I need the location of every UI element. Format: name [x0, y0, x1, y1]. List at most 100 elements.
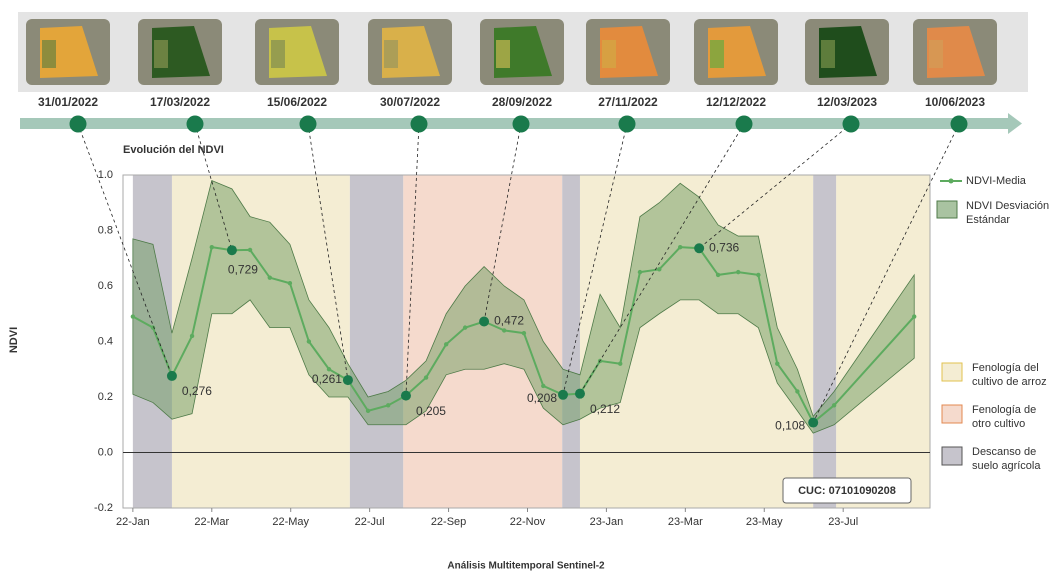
mean-point [678, 244, 683, 250]
snapshot-date: 15/06/2022 [267, 95, 327, 109]
x-tick-label: 22-May [272, 516, 309, 528]
value-label: 0,208 [527, 391, 557, 405]
leader-line [812, 123, 960, 423]
phase-legend-label: Fenología del cultivo de arroz [972, 362, 1047, 388]
mean-point [209, 244, 214, 250]
plot-frame [122, 174, 931, 509]
thumbnail-field [154, 40, 168, 68]
mean-point [715, 272, 721, 278]
mean-point [306, 339, 312, 344]
thumbnails [26, 19, 997, 85]
y-tick-label: 0.0 [98, 446, 113, 458]
mean-point [736, 269, 741, 275]
thumbnail-field [496, 40, 510, 68]
snapshot-point [808, 417, 819, 428]
snapshot-point [166, 370, 177, 381]
value-label: 0,212 [590, 402, 620, 416]
chart-title: Evolución del NDVI [123, 144, 224, 156]
phase-legend-swatch [941, 362, 963, 382]
y-tick-label: 0.8 [98, 224, 113, 236]
snapshot-date: 31/01/2022 [38, 95, 98, 109]
legend-text: Descanso de suelo agrícola [972, 446, 1041, 472]
x-axis-label: Análisis Multitemporal Sentinel-2 [447, 561, 605, 571]
phase-span [562, 175, 580, 508]
thumbnail-field [710, 40, 724, 68]
mean-point [130, 314, 136, 319]
y-axis-label: NDVI [8, 327, 20, 353]
leader-line [194, 123, 233, 251]
snapshot-date: 17/03/2022 [150, 95, 210, 109]
snapshot-date: 10/06/2023 [925, 95, 985, 109]
snapshot-point [479, 316, 490, 327]
snapshot-point [342, 375, 353, 386]
y-tick-label: 0.4 [98, 335, 113, 347]
snapshot-date: 28/09/2022 [492, 95, 552, 109]
plot-area: -0.2 0.0 0.2 0.4 0.6 0.8 1.0 22-Jan 22-Mar 22-May… [94, 169, 931, 528]
thumbnail-field [821, 40, 835, 68]
value-label: 0,108 [775, 419, 805, 433]
mean-point [423, 375, 429, 380]
mean-point [247, 247, 253, 253]
mean-point [462, 325, 468, 330]
snapshot-point [558, 389, 569, 400]
timeline-arrow [1008, 113, 1022, 134]
value-label: 0,261 [312, 372, 342, 386]
timeline-dot [512, 115, 530, 133]
mean-point [831, 403, 837, 408]
x-tick-label: 22-Nov [510, 516, 546, 528]
timeline-dot [299, 115, 317, 133]
timeline-dot [410, 115, 428, 133]
value-label: 0,736 [709, 240, 739, 254]
mean-point [541, 383, 546, 389]
timeline-dot [618, 115, 636, 133]
mean-point [287, 281, 293, 286]
value-label: 0,729 [228, 262, 258, 276]
timeline-dot [950, 115, 968, 133]
phase-span [813, 175, 837, 508]
phase-legend-swatch [941, 404, 963, 424]
mean-point [618, 361, 623, 366]
value-label: 0,276 [182, 384, 212, 398]
phase-legend-label: Fenología de otro cultivo [972, 404, 1037, 430]
value-label: 0,472 [494, 314, 524, 328]
snapshot-point [226, 245, 237, 256]
timeline-dot [735, 115, 753, 133]
thumbnail-field [602, 40, 616, 68]
x-tick-label: 22-Jul [355, 516, 385, 528]
mean-point [385, 403, 391, 408]
x-tick-label: 22-Jan [116, 516, 150, 528]
snapshot-date: 12/03/2023 [817, 95, 877, 109]
snapshot-point [574, 388, 585, 399]
legend-label: NDVI-Media [966, 175, 1027, 187]
mean-point [521, 330, 527, 336]
mean-point [267, 275, 272, 280]
leader-line [698, 123, 852, 249]
thumbnail-field [384, 40, 398, 68]
y-tick-label: 1.0 [98, 169, 113, 181]
mean-point [657, 267, 662, 272]
mean-point [443, 342, 449, 347]
snapshot-point [694, 243, 705, 254]
snapshot-date: 27/11/2022 [598, 95, 658, 109]
x-tick-label: 23-Jul [828, 516, 858, 528]
legend-text: NDVI Desviación Estándar [966, 200, 1050, 226]
mean-point [502, 328, 507, 333]
mean-point [912, 314, 917, 319]
thumbnail-field [42, 40, 56, 68]
snapshot-date: 30/07/2022 [380, 95, 440, 109]
legend-text: Fenología de otro cultivo [972, 404, 1037, 430]
y-tick-label: 0.2 [98, 391, 113, 403]
timeline-dot [69, 115, 87, 133]
x-tick-label: 23-May [746, 516, 783, 528]
legend-swatch [936, 200, 958, 219]
phase-span [349, 175, 404, 508]
leader-line [307, 123, 349, 381]
mean-point [756, 272, 761, 278]
value-label: 0,205 [416, 404, 446, 418]
y-tick-label: -0.2 [94, 502, 113, 514]
thumbnail-field [929, 40, 943, 68]
timeline-dot [842, 115, 860, 133]
legend-dot [948, 178, 954, 184]
x-tick-label: 23-Mar [668, 516, 703, 528]
